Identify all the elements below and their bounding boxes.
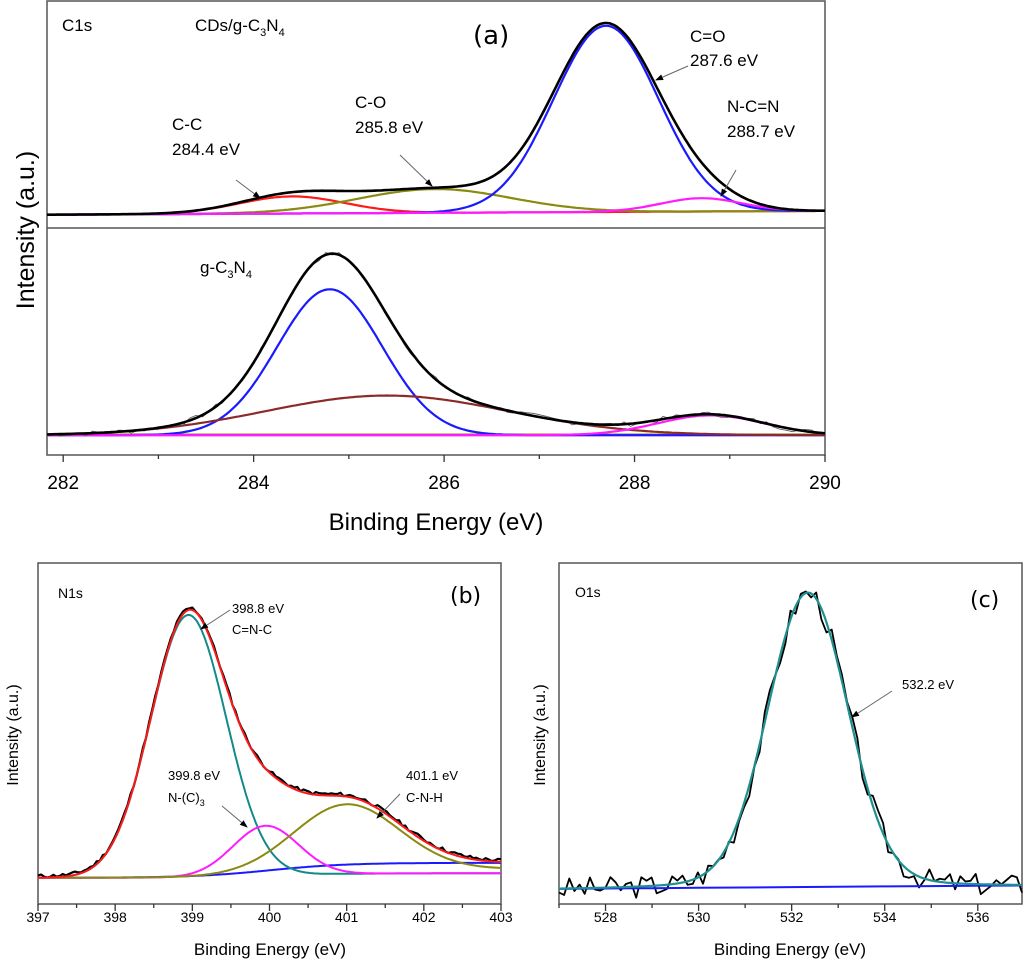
panel-b-y-label: Intensity (a.u.): [5, 684, 22, 785]
annotation-cnc-arrow: [200, 609, 231, 630]
panel-b-title: N1s: [58, 585, 83, 601]
x-tick-label: 399: [181, 909, 205, 925]
subplot-2: [46, 252, 826, 437]
x-tick-label: 397: [26, 909, 50, 925]
x-tick-label: 282: [47, 473, 79, 494]
annotation-cc-name: C-C: [172, 115, 202, 134]
panel-a-y-label: Intensity (a.u.): [12, 151, 40, 309]
annotation-c-o-double-arrow: [655, 65, 689, 81]
component-curve-c-n-peak-1: [47, 288, 825, 437]
x-tick-label: 398: [103, 909, 127, 925]
envelope-curve: [47, 21, 825, 216]
raw-data-curve: [558, 590, 1023, 899]
component-curve-c-n-broad: [47, 394, 825, 437]
panel-c-x-ticks: 528 530 532 534 536: [558, 904, 990, 925]
panel-c-y-label: Intensity (a.u.): [532, 684, 549, 785]
panel-c-curves: [558, 590, 1023, 899]
panel-c-title: O1s: [575, 584, 601, 600]
panel-a-sample-label-top: CDs/g-C3N4: [195, 16, 285, 39]
panel-c-frame: [558, 562, 1023, 905]
x-tick-label: 536: [966, 909, 990, 925]
background-curve: [558, 884, 1023, 890]
envelope-curve: [47, 252, 826, 436]
x-tick-label: 532: [780, 909, 804, 925]
panel-b-n1s: 397 398 399 400 401 402 403 N1s (b) 398.8 eV C…: [5, 562, 513, 959]
annotation-cnh-arrow: [376, 793, 401, 819]
annotation-nc3-name: N-(C)3: [168, 790, 205, 808]
envelope-curve: [38, 608, 502, 879]
panel-b-x-ticks: 397 398 399 400 401 402 403: [26, 904, 513, 925]
x-tick-label: 400: [258, 909, 282, 925]
x-tick-label: 528: [594, 909, 618, 925]
annotation-cnh-energy: 401.1 eV: [406, 768, 458, 783]
panel-a-c1s: 282 284 286 288 290 C1s CDs/g-C3N4 (a) g-C3N…: [12, 0, 841, 536]
annotation-cc-energy: 284.4 eV: [172, 140, 241, 159]
annotation-nc3-energy: 399.8 eV: [168, 768, 220, 783]
x-tick-label: 290: [809, 473, 841, 494]
panel-c-o1s: 528 530 532 534 536 O1s (c) 532.2 eV Intensi…: [532, 562, 1023, 959]
annotation-c-o-double-energy: 287.6 eV: [690, 51, 759, 70]
fit-curve: [559, 591, 1022, 890]
raw-data-curve: [46, 252, 826, 437]
annotation-o1s-energy: 532.2 eV: [902, 677, 954, 692]
panel-a-curves: [46, 21, 826, 437]
x-tick-label: 534: [873, 909, 897, 925]
panel-a-x-label: Binding Energy (eV): [329, 509, 544, 536]
annotation-nc3-arrow: [221, 805, 248, 828]
component-curve-n-c-n: [47, 197, 825, 216]
panel-a-sample-label-bottom: g-C3N4: [200, 258, 252, 281]
annotation-ncn-arrow: [720, 169, 737, 197]
panel-a-label: (a): [473, 21, 509, 51]
annotation-ncn-name: N-C=N: [727, 97, 779, 116]
x-tick-label: 284: [238, 473, 270, 494]
x-tick-label: 530: [687, 909, 711, 925]
annotation-cnh-name: C-N-H: [406, 790, 443, 805]
x-tick-label: 402: [412, 909, 436, 925]
panel-b-label: (b): [450, 584, 481, 609]
annotation-cc-arrow: [235, 179, 261, 199]
subplot-1: [47, 21, 825, 216]
panel-c-label: (c): [970, 588, 999, 613]
annotation-co-arrow: [399, 154, 433, 187]
annotation-c-o-double-name: C=O: [690, 27, 725, 46]
component-curve-c-n-h: [38, 803, 502, 879]
annotation-co-name: C-O: [355, 93, 386, 112]
panel-a-title: C1s: [62, 16, 92, 35]
background-curve: [38, 861, 501, 879]
panel-c-x-label: Binding Energy (eV): [714, 940, 866, 959]
annotation-ncn-energy: 288.7 eV: [727, 122, 796, 141]
annotation-co-energy: 285.8 eV: [355, 118, 424, 137]
panel-b-curves: [37, 606, 502, 879]
x-tick-label: 401: [335, 909, 359, 925]
x-tick-label: 403: [489, 909, 513, 925]
x-tick-label: 288: [619, 473, 651, 494]
annotation-o1s-arrow: [851, 690, 893, 718]
raw-data-curve: [37, 606, 502, 879]
annotation-cnc-energy: 398.8 eV: [232, 601, 284, 616]
panel-a-x-ticks: 282 284 286 288 290: [47, 455, 841, 494]
x-tick-label: 286: [428, 473, 460, 494]
annotation-cnc-name: C=N-C: [232, 622, 272, 637]
component-curve-c-n-c: [38, 614, 501, 879]
panel-b-x-label: Binding Energy (eV): [194, 940, 346, 959]
component-curve-n-c-n: [47, 414, 826, 437]
